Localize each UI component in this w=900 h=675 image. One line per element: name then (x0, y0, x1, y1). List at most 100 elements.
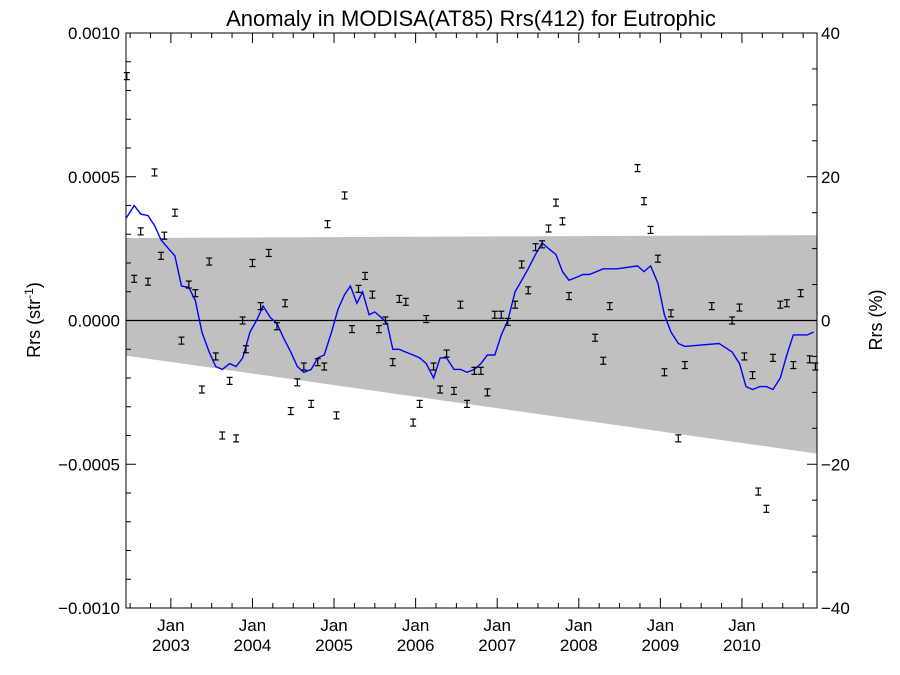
data-point (287, 406, 294, 416)
data-point (362, 271, 369, 281)
data-point (123, 72, 130, 81)
right-tick-label: 0 (821, 312, 830, 331)
data-point (484, 388, 491, 397)
x-tick-month-label: Jan (157, 616, 184, 635)
data-point (790, 360, 797, 370)
data-point (491, 310, 498, 319)
data-point (375, 325, 382, 334)
data-point (457, 300, 464, 309)
data-point (471, 366, 478, 375)
data-point (300, 362, 307, 371)
data-point (151, 168, 158, 177)
data-point (185, 280, 192, 289)
data-point (769, 353, 776, 362)
chart-title: Anomaly in MODISA(AT85) Rrs(412) for Eut… (226, 6, 716, 31)
x-tick-year-label: 2007 (478, 636, 516, 655)
series-line (125, 204, 814, 391)
data-point (552, 198, 559, 207)
data-point (178, 336, 185, 345)
data-point (171, 208, 178, 217)
data-point (137, 227, 144, 236)
data-point (641, 197, 648, 206)
data-point (525, 286, 532, 295)
data-point (592, 333, 599, 342)
x-tick-month-label: Jan (728, 616, 755, 635)
data-point (498, 310, 505, 319)
x-tick-year-label: 2006 (397, 636, 435, 655)
top-axis-ticks (129, 33, 804, 43)
x-tick-month-label: Jan (320, 616, 347, 635)
data-point (606, 302, 613, 311)
data-point (518, 260, 525, 269)
data-point (749, 371, 756, 380)
x-tick-year-label: 2009 (641, 636, 679, 655)
data-point (242, 345, 249, 354)
data-point (600, 356, 607, 365)
data-point (389, 358, 396, 367)
data-point (532, 243, 539, 252)
right-tick-label: 20 (821, 168, 840, 187)
x-tick-year-label: 2010 (723, 636, 761, 655)
data-point (708, 302, 715, 311)
data-point (763, 504, 770, 513)
data-point (308, 399, 315, 408)
data-point (233, 434, 240, 443)
data-point (402, 297, 409, 306)
data-point (797, 289, 804, 298)
data-point (348, 325, 355, 334)
data-point (273, 322, 280, 331)
right-tick-label: 40 (821, 24, 840, 43)
left-y-axis-label-sup: -1 (22, 288, 36, 299)
data-point (161, 231, 168, 240)
data-point (410, 418, 417, 427)
data-point (675, 434, 682, 443)
x-tick-month-label: Jan (483, 616, 510, 635)
data-point (654, 254, 661, 263)
left-tick-label: 0.0000 (68, 312, 120, 331)
data-point (192, 289, 199, 298)
right-y-axis-label: Rrs (%) (866, 290, 886, 351)
data-point (477, 366, 484, 375)
data-point (634, 164, 641, 173)
x-tick-year-label: 2005 (315, 636, 353, 655)
data-point (539, 240, 546, 249)
plot-area (123, 72, 819, 513)
data-point (324, 220, 331, 229)
data-point (333, 411, 340, 420)
data-point (512, 300, 519, 309)
data-point (396, 294, 403, 304)
data-point (667, 309, 674, 318)
data-point (369, 290, 376, 299)
data-point (661, 368, 668, 377)
right-y-axis: 40 20 0 −20 −40 (807, 24, 850, 618)
data-point (755, 487, 762, 496)
data-point (443, 349, 450, 358)
data-point (423, 314, 430, 324)
data-point (321, 362, 328, 371)
data-point (450, 386, 457, 396)
data-point (198, 385, 205, 394)
data-point (145, 277, 152, 286)
data-point (741, 352, 748, 361)
left-y-axis-label-close: ) (24, 282, 44, 288)
x-axis: Jan2003Jan2004Jan2005Jan2006Jan2007Jan20… (129, 598, 804, 655)
x-tick-year-label: 2008 (560, 636, 598, 655)
data-point (219, 431, 226, 440)
data-point (437, 385, 444, 394)
data-point (736, 303, 743, 312)
left-y-axis-label: Rrs (str-1) (22, 282, 44, 358)
data-point (158, 251, 165, 260)
right-tick-label: −20 (821, 455, 850, 474)
x-tick-month-label: Jan (239, 616, 266, 635)
x-tick-month-label: Jan (565, 616, 592, 635)
data-point (777, 300, 784, 309)
data-point (464, 399, 471, 408)
right-tick-label: −40 (821, 599, 850, 618)
data-point (783, 299, 790, 308)
data-point (681, 360, 688, 370)
data-point (729, 316, 736, 325)
data-point (430, 362, 437, 371)
data-point (341, 191, 348, 200)
left-y-axis-label-main: Rrs (str (24, 299, 44, 358)
